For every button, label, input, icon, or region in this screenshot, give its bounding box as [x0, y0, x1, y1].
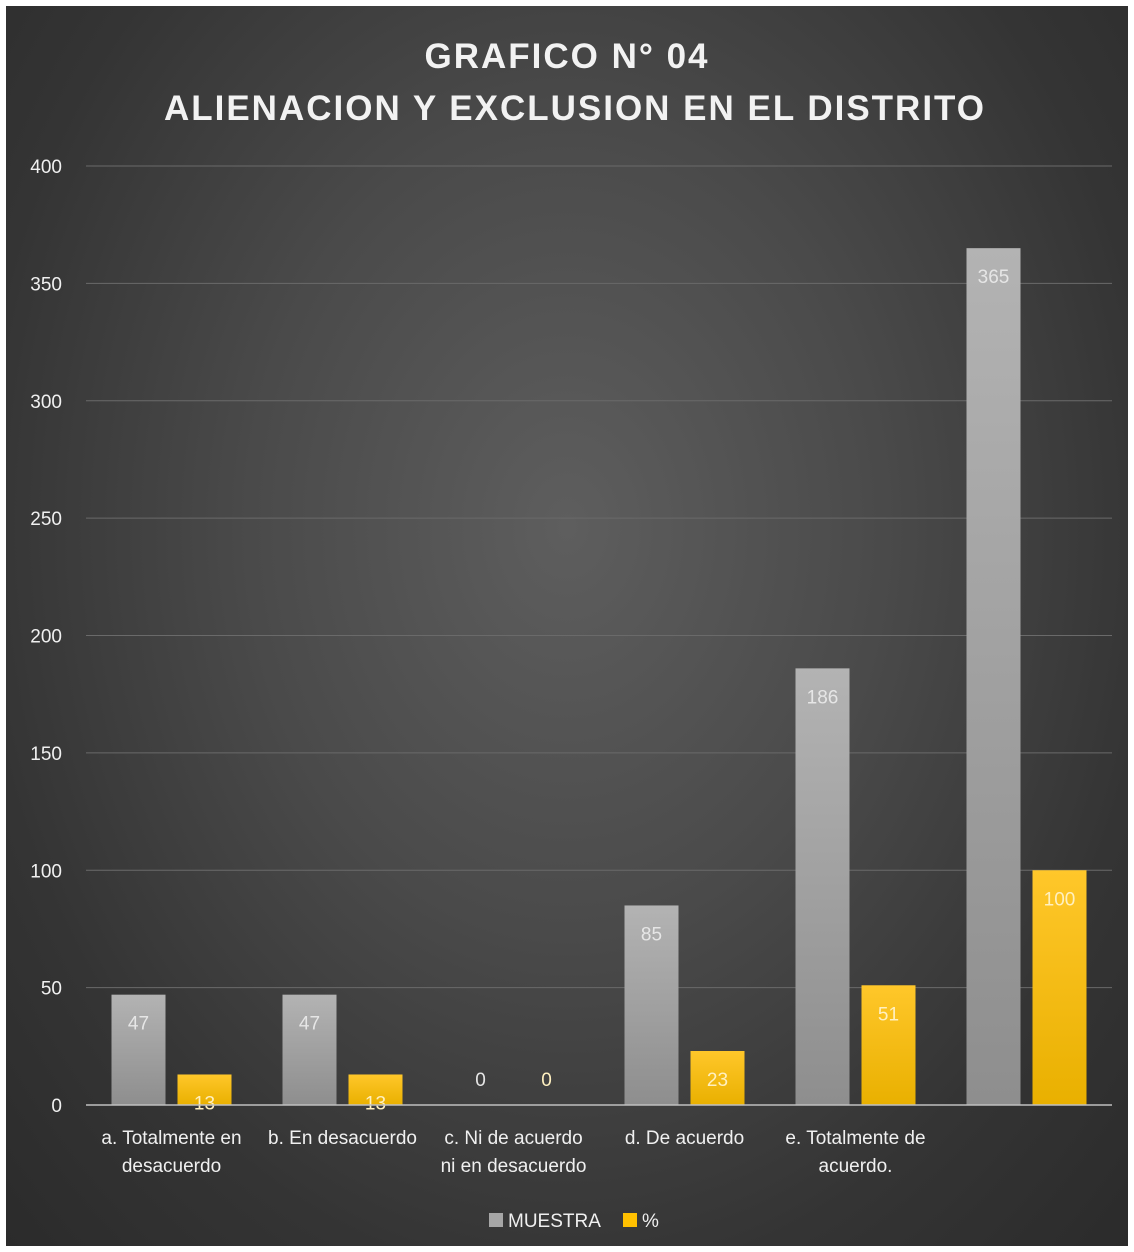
legend-swatch-percent — [623, 1213, 637, 1227]
data-label: 47 — [128, 1014, 149, 1035]
bar-percent — [690, 1051, 745, 1105]
category-label: d. De acuerdo — [625, 1128, 744, 1149]
bar-muestra — [111, 994, 166, 1105]
data-labels: 47 13 47 13 0 0 85 23 186 51 365 100 — [128, 267, 1075, 1114]
bar-percent — [861, 985, 916, 1105]
bar-percent — [177, 1074, 232, 1105]
y-tick-label: 0 — [51, 1096, 62, 1117]
data-label: 47 — [299, 1014, 320, 1035]
data-label: 51 — [878, 1004, 899, 1025]
data-label: 0 — [475, 1070, 486, 1091]
y-tick-label: 300 — [30, 392, 62, 413]
chart-title: GRAFICO N° 04 — [424, 37, 709, 76]
category-label: e. Totalmente de — [785, 1128, 925, 1149]
data-label: 0 — [541, 1070, 552, 1091]
bar-percent — [348, 1074, 403, 1105]
data-label: 85 — [641, 924, 662, 945]
category-label: b. En desacuerdo — [268, 1128, 417, 1149]
legend-label-muestra: MUESTRA — [508, 1211, 601, 1232]
gridlines — [86, 165, 1112, 989]
legend-label-percent: % — [642, 1211, 659, 1232]
y-tick-label: 50 — [41, 979, 62, 1000]
data-label: 13 — [194, 1093, 215, 1114]
y-tick-label: 250 — [30, 509, 62, 530]
data-label: 100 — [1044, 889, 1076, 910]
category-label: desacuerdo — [122, 1156, 221, 1177]
legend: MUESTRA % — [489, 1211, 659, 1232]
category-label: a. Totalmente en — [101, 1128, 241, 1149]
category-label: acuerdo. — [819, 1156, 893, 1177]
chart-subtitle: ALIENACION Y EXCLUSION EN EL DISTRITO — [164, 89, 986, 128]
bar-percent — [1032, 870, 1087, 1105]
y-tick-label: 200 — [30, 627, 62, 648]
data-label: 365 — [978, 267, 1010, 288]
y-tick-label: 350 — [30, 274, 62, 295]
y-axis-ticks: 0 50 100 150 200 250 300 350 400 — [30, 157, 62, 1117]
bar-muestra — [282, 994, 337, 1105]
category-label: c. Ni de acuerdo — [444, 1128, 582, 1149]
bar-muestra — [624, 905, 679, 1105]
bar-chart: GRAFICO N° 04 ALIENACION Y EXCLUSION EN … — [30, 37, 1112, 1232]
y-tick-label: 400 — [30, 157, 62, 178]
data-label: 23 — [707, 1070, 728, 1091]
x-axis-categories: a. Totalmente en desacuerdo b. En desacuer… — [101, 1128, 925, 1177]
bar-muestra — [795, 668, 850, 1105]
bars — [111, 248, 1087, 1106]
y-tick-label: 150 — [30, 744, 62, 765]
data-label: 13 — [365, 1093, 386, 1114]
data-label: 186 — [807, 687, 839, 708]
category-label: ni en desacuerdo — [441, 1156, 587, 1177]
chart-area: GRAFICO N° 04 ALIENACION Y EXCLUSION EN … — [6, 6, 1128, 1246]
y-tick-label: 100 — [30, 861, 62, 882]
bar-muestra — [966, 248, 1021, 1106]
legend-swatch-muestra — [489, 1213, 503, 1227]
